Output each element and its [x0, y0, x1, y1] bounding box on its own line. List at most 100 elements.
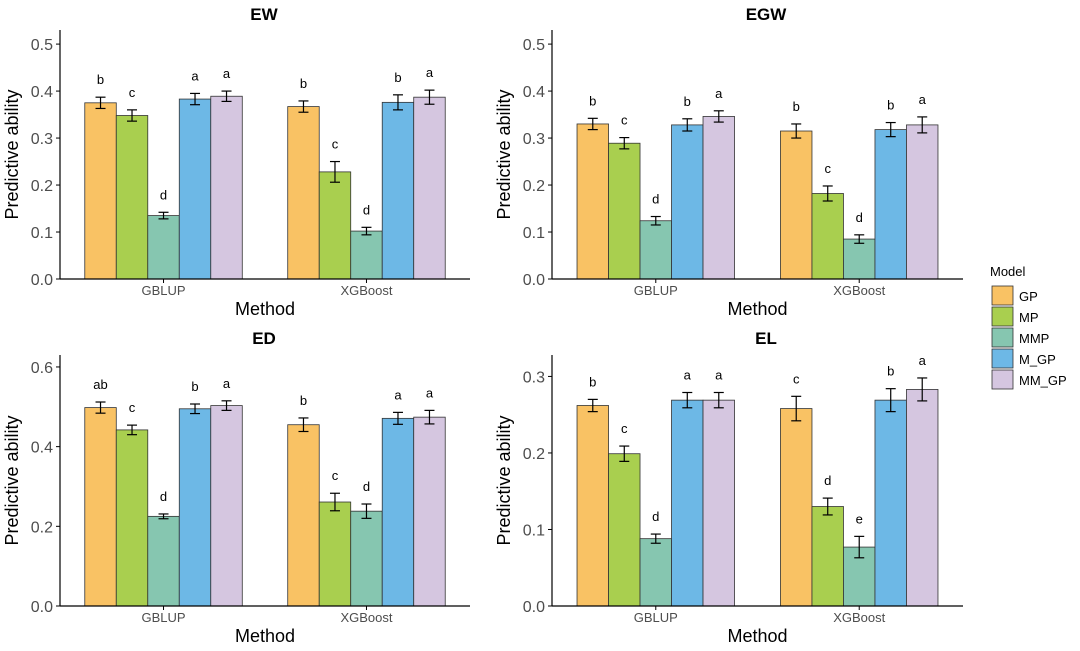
significance-letter: b [300, 76, 307, 91]
error-bar [221, 90, 232, 103]
significance-letter: a [919, 353, 927, 368]
significance-letter: b [887, 364, 894, 379]
y-axis-label: Predictive ability [494, 89, 514, 219]
significance-letter: c [793, 371, 800, 386]
y-axis-label: Predictive ability [2, 415, 22, 545]
chart-panel-egw: EGW 0.0 0.1 0.2 0.3 0.4 0.5 b c d b a GBLUP b c d b a XGBo… [494, 5, 963, 319]
y-tick-label: 0.0 [31, 599, 53, 616]
y-tick-label: 0.3 [31, 131, 53, 148]
bar-m-gp-gblup [178, 408, 212, 607]
significance-letter: d [160, 489, 167, 504]
significance-letter: d [363, 202, 370, 217]
significance-letter: c [129, 85, 136, 100]
bar-mp-xgboost [318, 501, 352, 607]
y-tick-label: 0.0 [523, 272, 545, 289]
significance-letter: a [919, 92, 927, 107]
x-tick-label: XGBoost [833, 610, 885, 625]
error-bar [221, 400, 232, 411]
bar-mmp-xgboost [350, 510, 383, 607]
y-axis-label: Predictive ability [2, 89, 22, 219]
bar-m-gp-xgboost [381, 101, 415, 280]
error-bar [713, 110, 724, 123]
y-tick-label: 0.5 [523, 37, 545, 54]
bar-m-gp-xgboost [381, 417, 415, 607]
legend-label-gp: GP [1019, 289, 1038, 304]
error-bar [854, 234, 865, 244]
y-tick-label: 0.2 [31, 178, 53, 195]
legend-swatch-m-gp [991, 348, 1014, 369]
error-bar [791, 395, 802, 422]
legend-swatch-mp [991, 306, 1014, 327]
y-tick-label: 0.5 [31, 37, 53, 54]
significance-letter: d [652, 192, 659, 207]
error-bar [791, 123, 802, 139]
bar-mmp-gblup [147, 215, 180, 280]
bar-mmp-xgboost [843, 238, 876, 280]
significance-letter: c [621, 421, 628, 436]
chart-title: ED [252, 329, 276, 348]
y-tick-label: 0.1 [523, 522, 545, 539]
error-bar [424, 89, 435, 105]
y-tick-label: 0.0 [31, 272, 53, 289]
bar-mp-xgboost [318, 171, 352, 280]
x-axis-label: Method [727, 626, 787, 646]
legend-swatch-gp [991, 285, 1014, 306]
legend-label-mp: MP [1019, 310, 1039, 325]
error-bar [361, 503, 372, 519]
error-bar [392, 411, 403, 425]
y-tick-label: 0.2 [31, 519, 53, 536]
legend-label-m-gp: M_GP [1019, 352, 1056, 367]
y-axis-label: Predictive ability [494, 415, 514, 545]
chart-panel-ew: EW 0.0 0.1 0.2 0.3 0.4 0.5 b c d a a GBLUP b c d b a XGBoo… [2, 5, 470, 319]
error-bar [650, 533, 661, 544]
error-bar [361, 226, 372, 236]
significance-letter: b [97, 72, 104, 87]
significance-letter: a [223, 376, 231, 391]
bar-m-gp-xgboost [874, 399, 907, 607]
legend-title: Model [990, 264, 1026, 279]
error-bar [190, 92, 201, 106]
legend-swatch-mm-gp [991, 369, 1014, 390]
error-bar [329, 160, 340, 183]
bar-mm-gp-xgboost [906, 124, 939, 280]
x-tick-label: GBLUP [634, 283, 678, 298]
bar-mm-gp-gblup [702, 399, 735, 607]
significance-letter: a [715, 86, 723, 101]
bar-mmp-gblup [639, 220, 672, 280]
x-axis-label: Method [727, 299, 787, 319]
significance-letter: a [394, 387, 402, 402]
error-bar [158, 513, 169, 520]
error-bar [587, 398, 598, 413]
legend-label-mm-gp: MM_GP [1019, 373, 1067, 388]
bar-gp-gblup [84, 407, 117, 607]
error-bar [298, 417, 309, 433]
bar-gp-xgboost [780, 408, 813, 607]
x-axis-label: Method [235, 626, 295, 646]
significance-letter: a [715, 367, 723, 382]
significance-letter: c [824, 161, 831, 176]
chart-panel-el: EL 0.0 0.1 0.2 0.3 b c d a a GBLUP c d e b a XGBoost Meth… [494, 329, 963, 646]
bar-m-gp-gblup [178, 98, 212, 280]
bar-mm-gp-gblup [210, 405, 243, 607]
error-bar [190, 403, 201, 415]
legend-label-mmp: MMP [1019, 331, 1049, 346]
y-tick-label: 0.2 [523, 178, 545, 195]
significance-letter: b [589, 93, 596, 108]
significance-letter: d [856, 210, 863, 225]
bar-m-gp-gblup [671, 399, 704, 607]
significance-letter: b [684, 94, 691, 109]
bar-mp-gblup [115, 429, 149, 607]
y-tick-label: 0.4 [31, 440, 53, 457]
bar-mp-gblup [608, 142, 641, 280]
error-bar [127, 109, 138, 122]
error-bar [424, 409, 435, 425]
error-bar [298, 100, 309, 113]
x-axis-label: Method [235, 299, 295, 319]
chart-title: EL [755, 329, 777, 348]
bar-mp-xgboost [811, 506, 844, 607]
chart-panel-ed: ED 0.0 0.2 0.4 0.6 ab c d b a GBLUP b c d a a XGBoost Met… [2, 329, 470, 646]
significance-letter: d [363, 479, 370, 494]
bar-mp-gblup [115, 115, 149, 280]
significance-letter: ab [93, 377, 107, 392]
significance-letter: b [887, 98, 894, 113]
